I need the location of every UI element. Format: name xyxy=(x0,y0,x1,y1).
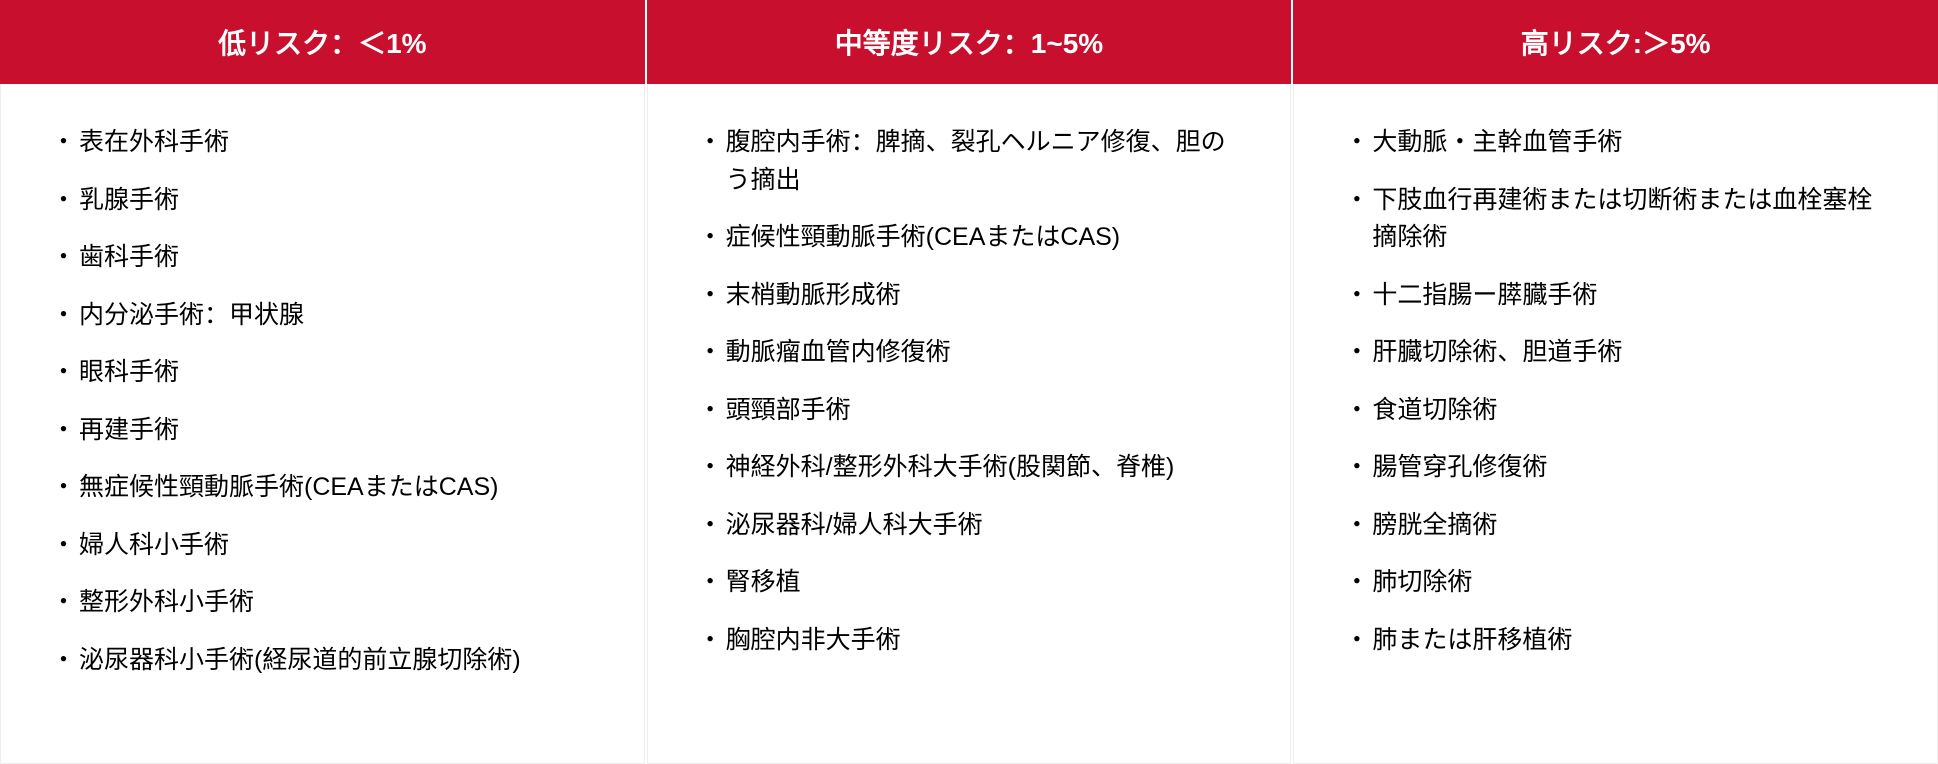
list-item: 頭頸部手術 xyxy=(698,392,1251,430)
column-body: 腹腔内手術：脾摘、裂孔ヘルニア修復、胆のう摘出 症候性頸動脈手術(CEAまたはC… xyxy=(647,84,1292,764)
risk-column-high: 高リスク:＞5% 大動脈・主幹血管手術 下肢血行再建術または切断術または血栓塞栓… xyxy=(1293,0,1938,764)
list-item: 歯科手術 xyxy=(51,239,604,277)
item-list: 大動脈・主幹血管手術 下肢血行再建術または切断術または血栓塞栓摘除術 十二指腸ー… xyxy=(1344,124,1897,659)
list-item: 神経外科/整形外科大手術(股関節、脊椎) xyxy=(698,449,1251,487)
risk-table: 低リスク：＜1% 表在外科手術 乳腺手術 歯科手術 内分泌手術：甲状腺 眼科手術… xyxy=(0,0,1938,764)
list-item: 腎移植 xyxy=(698,564,1251,602)
list-item: 肝臓切除術、胆道手術 xyxy=(1344,334,1897,372)
list-item: 内分泌手術：甲状腺 xyxy=(51,297,604,335)
column-header: 中等度リスク：1~5% xyxy=(647,0,1292,84)
list-item: 婦人科小手術 xyxy=(51,527,604,565)
list-item: 肺切除術 xyxy=(1344,564,1897,602)
list-item: 食道切除術 xyxy=(1344,392,1897,430)
risk-column-moderate: 中等度リスク：1~5% 腹腔内手術：脾摘、裂孔ヘルニア修復、胆のう摘出 症候性頸… xyxy=(647,0,1294,764)
item-list: 腹腔内手術：脾摘、裂孔ヘルニア修復、胆のう摘出 症候性頸動脈手術(CEAまたはC… xyxy=(698,124,1251,659)
column-header: 高リスク:＞5% xyxy=(1293,0,1938,84)
list-item: 動脈瘤血管内修復術 xyxy=(698,334,1251,372)
list-item: 胸腔内非大手術 xyxy=(698,622,1251,660)
list-item: 下肢血行再建術または切断術または血栓塞栓摘除術 xyxy=(1344,182,1897,257)
list-item: 乳腺手術 xyxy=(51,182,604,220)
list-item: 腹腔内手術：脾摘、裂孔ヘルニア修復、胆のう摘出 xyxy=(698,124,1251,199)
list-item: 整形外科小手術 xyxy=(51,584,604,622)
list-item: 膀胱全摘術 xyxy=(1344,507,1897,545)
risk-column-low: 低リスク：＜1% 表在外科手術 乳腺手術 歯科手術 内分泌手術：甲状腺 眼科手術… xyxy=(0,0,647,764)
list-item: 無症候性頸動脈手術(CEAまたはCAS) xyxy=(51,469,604,507)
column-header: 低リスク：＜1% xyxy=(0,0,645,84)
column-body: 表在外科手術 乳腺手術 歯科手術 内分泌手術：甲状腺 眼科手術 再建手術 無症候… xyxy=(0,84,645,764)
list-item: 十二指腸ー膵臓手術 xyxy=(1344,277,1897,315)
list-item: 泌尿器科/婦人科大手術 xyxy=(698,507,1251,545)
list-item: 腸管穿孔修復術 xyxy=(1344,449,1897,487)
list-item: 表在外科手術 xyxy=(51,124,604,162)
list-item: 症候性頸動脈手術(CEAまたはCAS) xyxy=(698,219,1251,257)
item-list: 表在外科手術 乳腺手術 歯科手術 内分泌手術：甲状腺 眼科手術 再建手術 無症候… xyxy=(51,124,604,679)
list-item: 眼科手術 xyxy=(51,354,604,392)
list-item: 肺または肝移植術 xyxy=(1344,622,1897,660)
column-body: 大動脈・主幹血管手術 下肢血行再建術または切断術または血栓塞栓摘除術 十二指腸ー… xyxy=(1293,84,1938,764)
list-item: 末梢動脈形成術 xyxy=(698,277,1251,315)
list-item: 泌尿器科小手術(経尿道的前立腺切除術) xyxy=(51,642,604,680)
list-item: 大動脈・主幹血管手術 xyxy=(1344,124,1897,162)
list-item: 再建手術 xyxy=(51,412,604,450)
